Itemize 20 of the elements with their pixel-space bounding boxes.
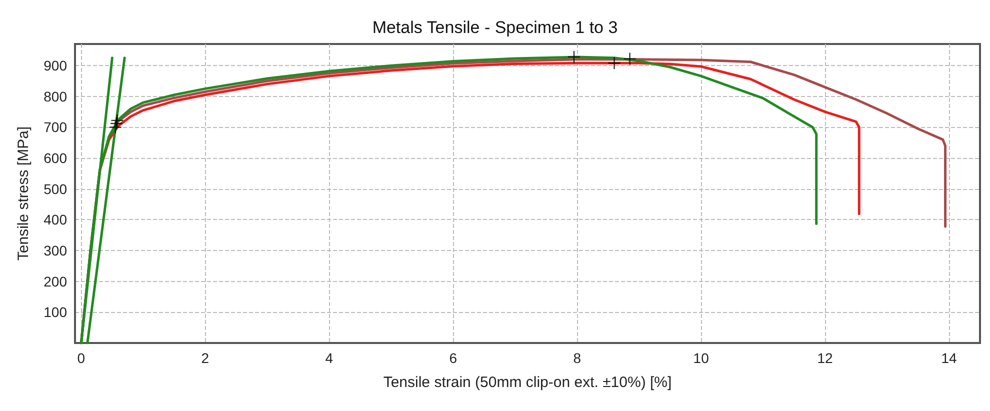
y-tick-label: 900 — [44, 58, 68, 74]
chart-title: Metals Tensile - Specimen 1 to 3 — [372, 18, 618, 37]
y-tick-label: 300 — [44, 242, 68, 259]
y-tick-label: 400 — [44, 212, 68, 228]
x-tick-label: 6 — [449, 350, 458, 366]
x-tick-label: 0 — [77, 350, 86, 366]
x-tick-label: 14 — [941, 350, 958, 366]
y-tick-label: 800 — [44, 88, 68, 104]
y-axis-title: Tensile stress [MPa] — [15, 126, 32, 261]
x-axis-title: Tensile strain (50mm clip-on ext. ±10%) [%] — [383, 374, 672, 391]
y-tick-label: 500 — [44, 180, 68, 197]
y-tick-label: 600 — [44, 150, 68, 166]
x-tick-label: 8 — [573, 350, 582, 366]
y-tick-label: 100 — [44, 304, 68, 320]
x-tick-label: 2 — [201, 350, 210, 366]
x-tick-label: 12 — [817, 350, 834, 366]
y-tick-label: 700 — [44, 119, 68, 136]
x-tick-label: 4 — [325, 350, 334, 366]
y-tick-label: 200 — [44, 273, 68, 290]
x-tick-label: 10 — [693, 350, 710, 366]
